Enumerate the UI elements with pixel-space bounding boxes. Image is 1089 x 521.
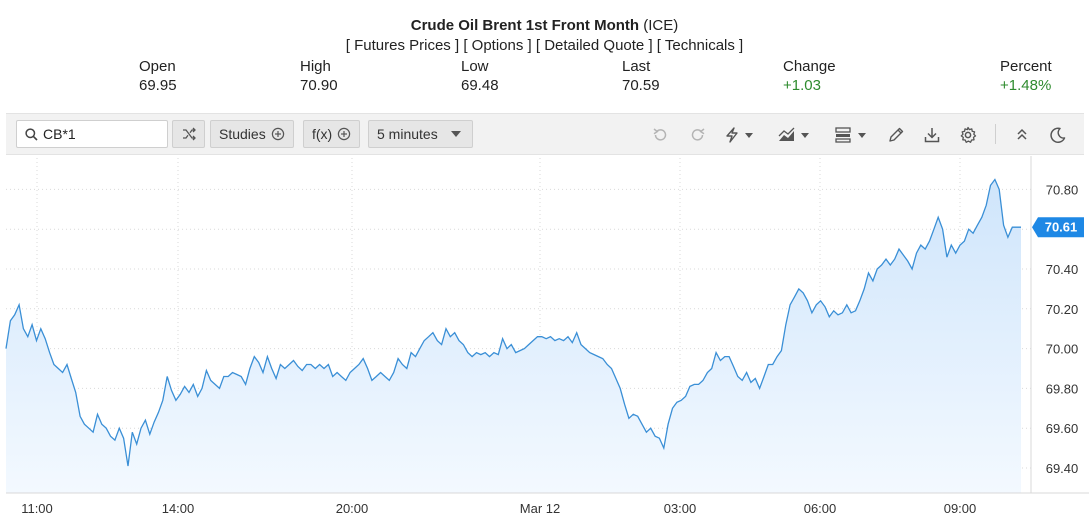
layout-icon [835,127,866,143]
gear-icon [960,126,977,143]
fx-label: f(x) [312,126,333,142]
redo-button[interactable] [687,124,709,146]
plus-circle-icon [338,127,351,141]
quote-last-label: Last [622,58,651,75]
quote-percent-value: +1.48% [1000,77,1052,94]
chart-type-icon [778,127,809,141]
y-tick-label: 70.00 [1046,342,1079,357]
quote-open-value: 69.95 [139,77,177,94]
price-line [5,178,1021,467]
undo-button[interactable] [649,124,671,146]
collapse-icon [1017,128,1027,140]
y-axis: 69.40 69.60 69.80 70.00 70.20 70.40 70.80 [1046,182,1079,476]
link-options[interactable]: [ Options ] [463,37,532,54]
x-tick-label: 03:00 [664,501,697,516]
x-tick-label: 06:00 [804,501,837,516]
link-futures-prices[interactable]: [ Futures Prices ] [345,37,460,54]
quote-percent-label: Percent [1000,58,1052,75]
studies-button[interactable]: Studies [210,120,294,148]
quote-low-label: Low [461,58,489,75]
quote-high-label: High [300,58,331,75]
chart-type-menu[interactable] [777,124,817,146]
download-icon [924,128,940,143]
download-button[interactable] [921,124,943,146]
symbol-search[interactable] [16,120,168,148]
quote-low-value: 69.48 [461,77,499,94]
title-symbol-name: Crude Oil Brent 1st Front Month [410,17,640,34]
quote-change: Change +1.03 [783,57,836,95]
y-tick-label: 69.80 [1046,381,1079,396]
y-tick-label: 70.80 [1046,182,1079,197]
lightning-icon [726,127,753,143]
link-technicals[interactable]: [ Technicals ] [656,37,744,54]
price-area [6,179,1021,493]
x-tick-label: 14:00 [162,501,195,516]
toolbar-divider [995,124,996,144]
collapse-button[interactable] [1011,124,1033,146]
chevron-down-icon [450,131,461,137]
x-tick-label: 11:00 [21,501,53,516]
quote-low: Low 69.48 [461,57,499,95]
chart-toolbar: Studies f(x) 5 minutes [6,113,1084,155]
quote-high: High 70.90 [300,57,338,95]
symbol-input[interactable] [43,125,163,143]
pencil-icon [889,127,904,142]
events-menu[interactable] [723,124,761,146]
settings-button[interactable] [957,124,979,146]
link-detailed-quote[interactable]: [ Detailed Quote ] [535,37,653,54]
quote-open: Open 69.95 [139,57,177,95]
title-exchange: (ICE) [639,17,679,34]
quote-last: Last 70.59 [622,57,660,95]
x-tick-label: 20:00 [336,501,369,516]
studies-label: Studies [219,126,266,142]
quote-change-label: Change [783,58,836,75]
draw-button[interactable] [885,124,907,146]
last-price-marker: 70.61 [1032,217,1084,238]
price-chart[interactable]: 69.40 69.60 69.80 70.00 70.20 70.40 70.80 11:0… [0,156,1089,521]
undo-icon [653,128,667,141]
quote-high-value: 70.90 [300,77,338,94]
layout-menu[interactable] [834,124,874,146]
quote-change-value: +1.03 [783,77,821,94]
redo-icon [691,128,705,141]
fx-button[interactable]: f(x) [303,120,361,148]
search-icon [25,128,38,141]
quote-last-value: 70.59 [622,77,660,94]
shuffle-icon [182,127,196,141]
chart-title: Crude Oil Brent 1st Front Month (ICE) [0,17,1089,34]
last-price-badge [1032,217,1084,238]
y-tick-label: 69.40 [1046,461,1079,476]
interval-select[interactable]: 5 minutes [368,120,473,148]
y-tick-label: 70.40 [1046,262,1079,277]
y-tick-label: 69.60 [1046,421,1079,436]
theme-button[interactable] [1047,124,1069,146]
last-price-label: 70.61 [1045,220,1078,235]
x-axis: 11:00 14:00 20:00 Mar 12 03:00 06:00 09:00 [21,501,976,516]
compare-button[interactable] [172,120,205,148]
y-tick-label: 70.20 [1046,302,1079,317]
quote-links: [ Futures Prices ] [ Options ] [ Detaile… [0,37,1089,54]
x-tick-label: 09:00 [944,501,977,516]
interval-label: 5 minutes [377,126,438,142]
plus-circle-icon [271,127,284,141]
quote-open-label: Open [139,58,176,75]
x-tick-label: Mar 12 [520,501,560,516]
quote-percent: Percent +1.48% [1000,57,1052,95]
moon-icon [1050,127,1066,143]
